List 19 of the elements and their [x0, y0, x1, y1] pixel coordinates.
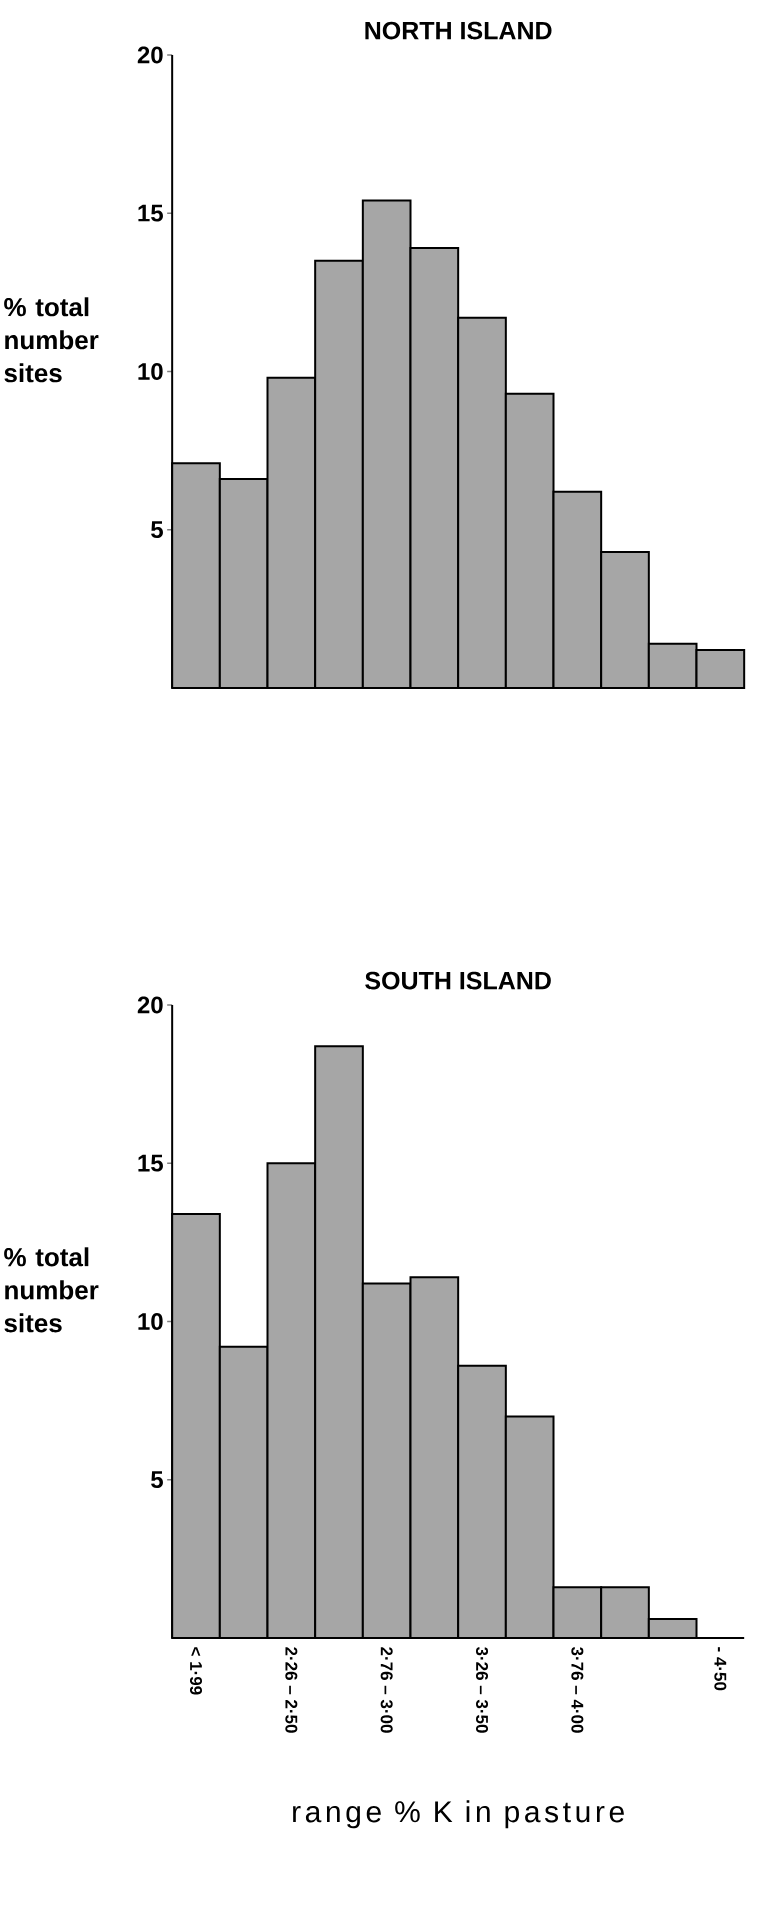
- chart-title: SOUTH ISLAND: [365, 971, 551, 990]
- chart-title: NORTH ISLAND: [365, 21, 552, 40]
- y-tick-label: 5: [151, 1471, 163, 1489]
- y-tick-label: 10: [138, 1313, 163, 1330]
- y-tick-label: 15: [138, 1154, 163, 1172]
- x-tick-label: 2·26 – 2·50: [285, 1647, 298, 1733]
- y-axis-title: % total number sites: [4, 1247, 99, 1333]
- x-tick-label: 3·76 – 4·00: [571, 1646, 584, 1733]
- y-axis-title: % total number sites: [4, 297, 99, 383]
- y-tick-label: 20: [137, 46, 163, 64]
- y-tick-label: 15: [138, 204, 163, 222]
- x-tick-label: < 1·99: [189, 1647, 203, 1695]
- y-tick-label: 20: [137, 996, 163, 1014]
- x-tick-label: 3·26 – 3·50: [475, 1646, 489, 1733]
- y-tick-label: 10: [138, 362, 163, 380]
- y-tick-label: 5: [151, 521, 163, 539]
- x-axis-title: range % K in pasture: [293, 1800, 624, 1829]
- x-tick-label: - 4·50: [714, 1647, 727, 1691]
- x-tick-label: 2·76 – 3·00: [380, 1647, 393, 1733]
